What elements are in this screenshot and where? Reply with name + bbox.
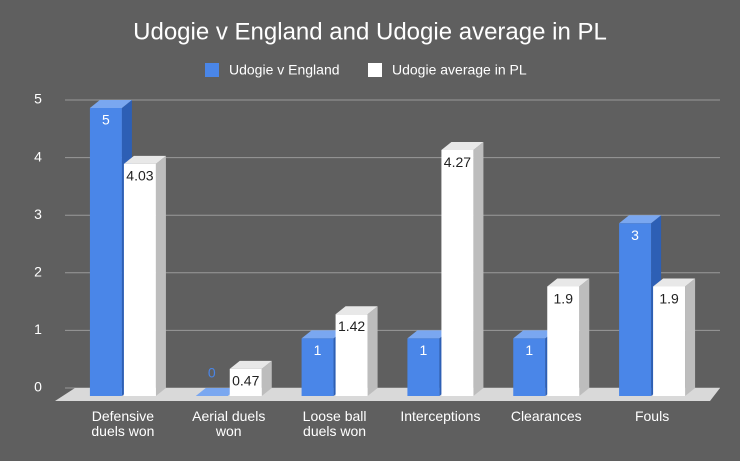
bar-face	[407, 338, 440, 396]
y-tick-label: 1	[34, 321, 42, 337]
bar-face	[619, 215, 662, 224]
value-label: 1.9	[659, 290, 679, 306]
value-label: 0.47	[232, 373, 259, 389]
bar	[653, 278, 696, 396]
bar-face	[441, 150, 474, 396]
value-label: 5	[102, 112, 110, 128]
x-tick-label: Fouls	[634, 408, 670, 424]
bar-face	[653, 278, 696, 287]
x-tick-label: Defensive duels won	[91, 408, 155, 439]
bar	[441, 142, 484, 396]
legend-swatch	[205, 63, 219, 77]
bar-face	[653, 286, 686, 396]
legend-swatch	[368, 63, 382, 77]
bar-face	[123, 163, 156, 396]
value-label: 3	[631, 227, 639, 243]
bar	[195, 388, 238, 396]
bar-face	[89, 100, 132, 108]
bar	[229, 360, 272, 396]
y-tick-label: 2	[34, 264, 42, 280]
bar-face	[195, 388, 238, 396]
value-label: 1	[314, 342, 322, 358]
legend-label: Udogie v England	[229, 62, 340, 78]
bar-face	[335, 314, 368, 396]
legend-label: Udogie average in PL	[392, 62, 527, 78]
chart-title: Udogie v England and Udogie average in P…	[133, 18, 607, 45]
bar-face	[547, 278, 590, 287]
bar-face	[335, 306, 378, 315]
bar-face	[441, 142, 484, 151]
value-label: 0	[208, 365, 216, 381]
x-tick-label: Interceptions	[400, 408, 481, 424]
bar-face	[547, 286, 580, 396]
y-tick-label: 4	[34, 148, 42, 164]
bar-face	[123, 155, 166, 164]
bar-face	[229, 368, 262, 396]
bar-face	[407, 330, 450, 339]
bar	[123, 155, 166, 396]
bar-face	[473, 142, 484, 396]
x-tick-label: Aerial duels won	[192, 408, 266, 439]
bar-face	[579, 278, 590, 396]
value-label: 1.9	[554, 290, 574, 306]
bar-face	[367, 306, 378, 396]
bar-face	[513, 330, 556, 339]
value-label: 1.42	[338, 318, 365, 334]
value-label: 4.27	[444, 154, 471, 170]
x-tick-label: Clearances	[510, 408, 582, 424]
bar-face	[619, 223, 652, 396]
bar-face	[301, 338, 334, 396]
bar-face	[89, 108, 122, 396]
bar-face	[301, 330, 344, 339]
value-label: 4.03	[126, 168, 153, 184]
value-label: 1	[525, 342, 533, 358]
bar-face	[261, 360, 272, 396]
value-label: 1	[420, 342, 428, 358]
bar-face	[513, 338, 546, 396]
x-tick-label: Loose ball duels won	[302, 408, 367, 439]
y-tick-label: 5	[34, 91, 42, 107]
bar-face	[229, 360, 272, 369]
bar-face	[155, 155, 166, 396]
bar	[335, 306, 378, 396]
bar-face	[685, 278, 696, 396]
y-tick-label: 3	[34, 206, 42, 222]
y-tick-label: 0	[34, 379, 42, 395]
bar	[547, 278, 590, 396]
